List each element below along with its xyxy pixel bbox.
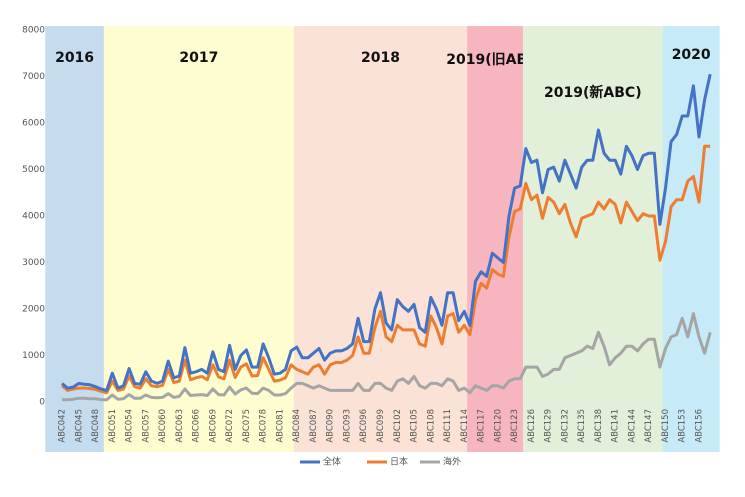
- x-tick-label: ABC090: [326, 409, 336, 443]
- x-tick-label: ABC060: [158, 409, 168, 443]
- x-tick-label: ABC105: [410, 409, 420, 443]
- y-tick-label: 2000: [22, 305, 45, 315]
- series-line: [61, 73, 712, 392]
- x-tick-label: ABC117: [477, 409, 487, 443]
- series-line: [61, 144, 711, 395]
- x-tick-label: ABC123: [510, 409, 520, 443]
- x-tick-label: ABC114: [460, 409, 470, 443]
- x-tick-label: ABC153: [678, 409, 688, 443]
- x-tick-label: ABC081: [275, 409, 285, 443]
- x-tick-label: ABC108: [426, 409, 436, 443]
- x-tick-label: ABC150: [661, 409, 671, 443]
- y-tick-label: 3000: [22, 258, 45, 268]
- x-tick-label: ABC087: [309, 409, 319, 443]
- x-tick-label: ABC066: [192, 409, 202, 443]
- x-tick-label: ABC099: [376, 409, 386, 443]
- x-tick-label: ABC147: [644, 409, 654, 443]
- region-label: 2018: [361, 50, 400, 66]
- region-band: [293, 26, 468, 452]
- x-tick-label: ABC045: [74, 409, 84, 443]
- x-tick-label: ABC072: [225, 409, 235, 443]
- y-tick-label: 4000: [22, 212, 45, 222]
- x-tick-label: ABC096: [359, 409, 369, 443]
- y-tick-label: 8000: [22, 26, 45, 36]
- y-tick-label: 5000: [22, 165, 45, 175]
- region-label: 2016: [55, 50, 94, 66]
- x-tick-label: ABC102: [393, 409, 403, 443]
- region-label: 2019(新ABC): [544, 84, 642, 101]
- x-tick-label: ABC075: [242, 409, 252, 443]
- region-label: 2020: [672, 47, 711, 63]
- x-tick-label: ABC141: [611, 409, 621, 443]
- y-tick-label: 1000: [22, 351, 45, 361]
- x-tick-label: ABC048: [91, 409, 101, 443]
- y-tick-label: 7000: [22, 72, 45, 82]
- series-line: [62, 312, 712, 402]
- region-label: 2017: [179, 50, 218, 66]
- x-tick-label: ABC078: [259, 409, 269, 443]
- x-tick-label: ABC084: [292, 409, 302, 443]
- x-tick-label: ABC111: [443, 409, 453, 443]
- region-band: [103, 26, 294, 452]
- x-tick-label: ABC126: [527, 409, 537, 443]
- region-band: [522, 26, 663, 452]
- x-tick-label: ABC057: [141, 409, 151, 443]
- x-tick-label: ABC051: [108, 409, 118, 443]
- x-tick-label: ABC138: [594, 409, 604, 443]
- x-tick-label: ABC129: [544, 409, 554, 443]
- x-tick-label: ABC135: [577, 409, 587, 443]
- x-tick-label: ABC042: [58, 409, 68, 443]
- x-tick-label: ABC069: [208, 409, 218, 443]
- legend-label: 海外: [443, 456, 461, 468]
- y-tick-label: 0: [39, 398, 45, 408]
- legend-label: 全体: [323, 456, 341, 468]
- x-tick-label: ABC093: [342, 409, 352, 443]
- region-label: 2019(旧ABC): [446, 52, 544, 68]
- x-tick-label: ABC063: [175, 409, 185, 443]
- x-tick-label: ABC144: [627, 409, 637, 443]
- x-tick-label: ABC156: [695, 409, 705, 443]
- x-tick-label: ABC054: [125, 409, 135, 443]
- x-tick-label: ABC132: [560, 409, 570, 443]
- legend-label: 日本: [390, 456, 408, 468]
- region-band: [467, 26, 523, 452]
- y-tick-label: 6000: [22, 119, 45, 129]
- region-band: [45, 26, 104, 452]
- x-tick-label: ABC120: [493, 409, 503, 443]
